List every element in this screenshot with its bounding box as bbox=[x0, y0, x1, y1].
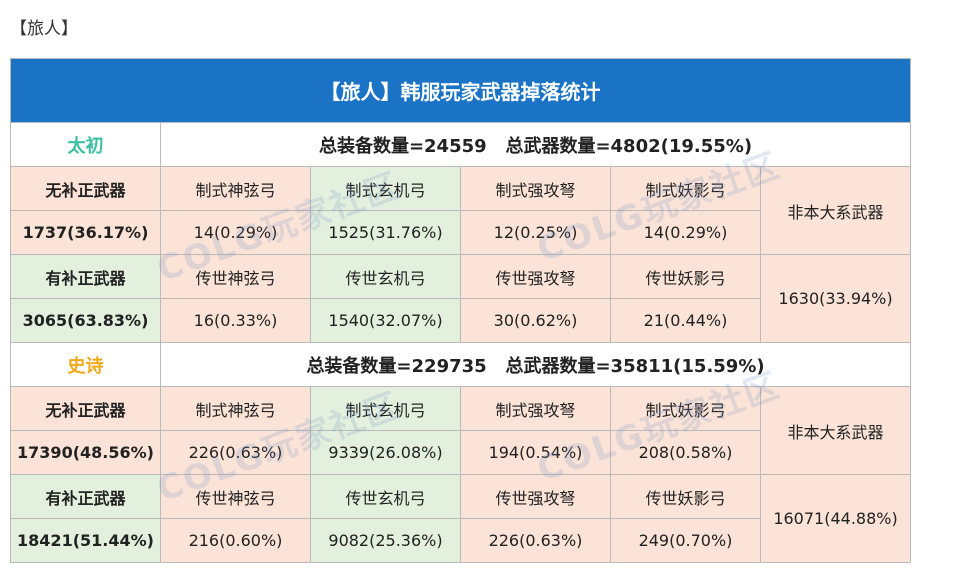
weapon-value: 216(0.60%) bbox=[160, 518, 311, 563]
weapon-name: 制式玄机弓 bbox=[310, 386, 461, 431]
weapon-name: 传世妖影弓 bbox=[610, 474, 761, 519]
type-value: 17390(48.56%) bbox=[10, 430, 161, 475]
weapon-value: 1540(32.07%) bbox=[310, 298, 461, 343]
weapon-name: 制式神弦弓 bbox=[160, 386, 311, 431]
weapon-value: 1525(31.76%) bbox=[310, 210, 461, 255]
weapon-name: 传世玄机弓 bbox=[310, 474, 461, 519]
weapon-value: 9339(26.08%) bbox=[310, 430, 461, 475]
weapon-value: 14(0.29%) bbox=[160, 210, 311, 255]
type-label: 有补正武器 bbox=[10, 474, 161, 519]
section-summary: 总装备数量=24559 总武器数量=4802(19.55%) bbox=[159, 122, 912, 167]
type-value: 1737(36.17%) bbox=[10, 210, 161, 255]
weapon-name: 传世强攻弩 bbox=[460, 474, 611, 519]
stats-table-wrapper: 【旅人】韩服玩家武器掉落统计 太初 总装备数量=24559 总武器数量=4802… bbox=[9, 58, 912, 563]
weapon-name: 传世神弦弓 bbox=[160, 474, 311, 519]
weapon-value: 14(0.29%) bbox=[610, 210, 761, 255]
weapon-name: 制式妖影弓 bbox=[610, 166, 761, 211]
weapon-value: 21(0.44%) bbox=[610, 298, 761, 343]
weapon-name: 制式神弦弓 bbox=[160, 166, 311, 211]
weapon-value: 9082(25.36%) bbox=[310, 518, 461, 563]
type-value: 18421(51.44%) bbox=[10, 518, 161, 563]
weapon-name: 制式妖影弓 bbox=[610, 386, 761, 431]
weapon-name: 制式玄机弓 bbox=[310, 166, 461, 211]
table-title: 【旅人】韩服玩家武器掉落统计 bbox=[9, 58, 912, 123]
weapon-value: 208(0.58%) bbox=[610, 430, 761, 475]
weapon-value: 249(0.70%) bbox=[610, 518, 761, 563]
weapon-name: 传世妖影弓 bbox=[610, 254, 761, 299]
weapon-value: 12(0.25%) bbox=[460, 210, 611, 255]
weapon-value: 30(0.62%) bbox=[460, 298, 611, 343]
side-value: 16071(44.88%) bbox=[759, 474, 912, 563]
side-value: 1630(33.94%) bbox=[759, 254, 912, 343]
weapon-value: 194(0.54%) bbox=[460, 430, 611, 475]
weapon-name: 传世强攻弩 bbox=[460, 254, 611, 299]
type-value: 3065(63.83%) bbox=[10, 298, 161, 343]
weapon-name: 传世神弦弓 bbox=[160, 254, 311, 299]
type-label: 有补正武器 bbox=[10, 254, 161, 299]
weapon-name: 传世玄机弓 bbox=[310, 254, 461, 299]
section-label: 史诗 bbox=[10, 342, 161, 387]
weapon-value: 226(0.63%) bbox=[160, 430, 311, 475]
type-label: 无补正武器 bbox=[10, 166, 161, 211]
weapon-value: 16(0.33%) bbox=[160, 298, 311, 343]
side-label: 非本大系武器 bbox=[759, 166, 912, 255]
side-label: 非本大系武器 bbox=[759, 386, 912, 475]
weapon-name: 制式强攻弩 bbox=[460, 386, 611, 431]
type-label: 无补正武器 bbox=[10, 386, 161, 431]
section-label: 太初 bbox=[10, 122, 161, 167]
section-summary: 总装备数量=229735 总武器数量=35811(15.59%) bbox=[159, 342, 912, 387]
weapon-name: 制式强攻弩 bbox=[460, 166, 611, 211]
page-heading: 【旅人】 bbox=[10, 19, 78, 39]
weapon-drop-stats-table: 【旅人】韩服玩家武器掉落统计 太初 总装备数量=24559 总武器数量=4802… bbox=[9, 58, 912, 563]
weapon-value: 226(0.63%) bbox=[460, 518, 611, 563]
